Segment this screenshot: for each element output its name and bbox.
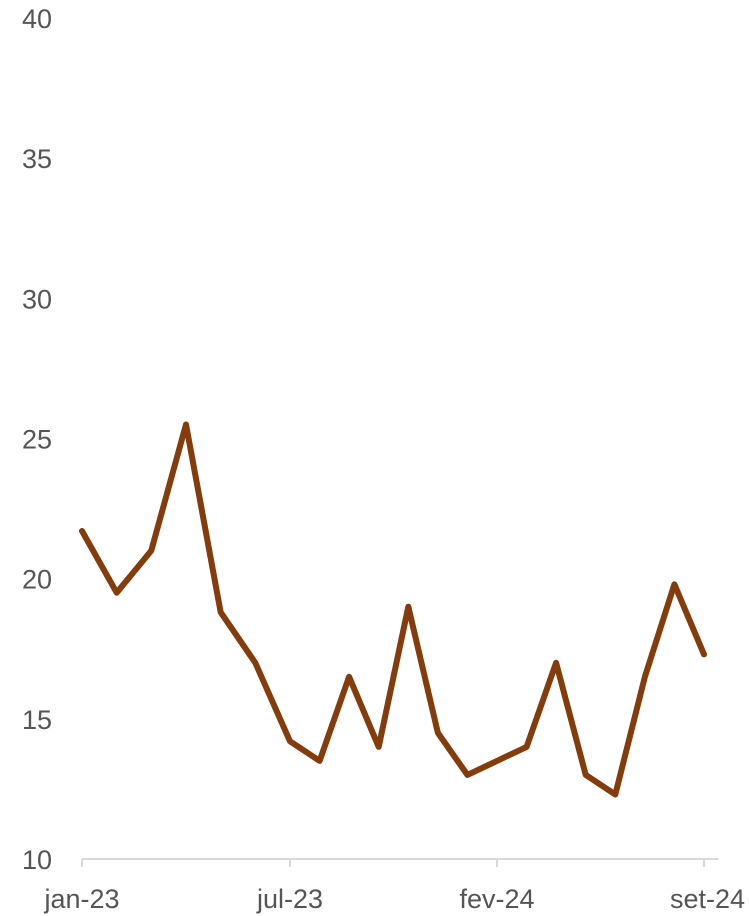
y-tick-label: 15	[22, 705, 52, 735]
x-tick-label: jan-23	[43, 884, 119, 914]
y-tick-label: 30	[22, 284, 52, 314]
series-line	[79, 421, 707, 798]
x-tick-label: fev-24	[459, 884, 534, 914]
y-tick-label: 40	[22, 4, 52, 34]
y-tick-label: 10	[22, 845, 52, 875]
x-tick-label: jul-23	[256, 884, 323, 914]
y-tick-label: 25	[22, 425, 52, 455]
y-tick-label: 20	[22, 565, 52, 595]
x-axis-labels: jan-23 jul-23 fev-24 set-24	[43, 884, 745, 914]
y-axis-labels: 10 15 20 25 30 35 40	[22, 4, 52, 875]
x-axis-ticks	[81, 859, 705, 867]
y-tick-label: 35	[22, 144, 52, 174]
x-tick-label: set-24	[670, 884, 745, 914]
